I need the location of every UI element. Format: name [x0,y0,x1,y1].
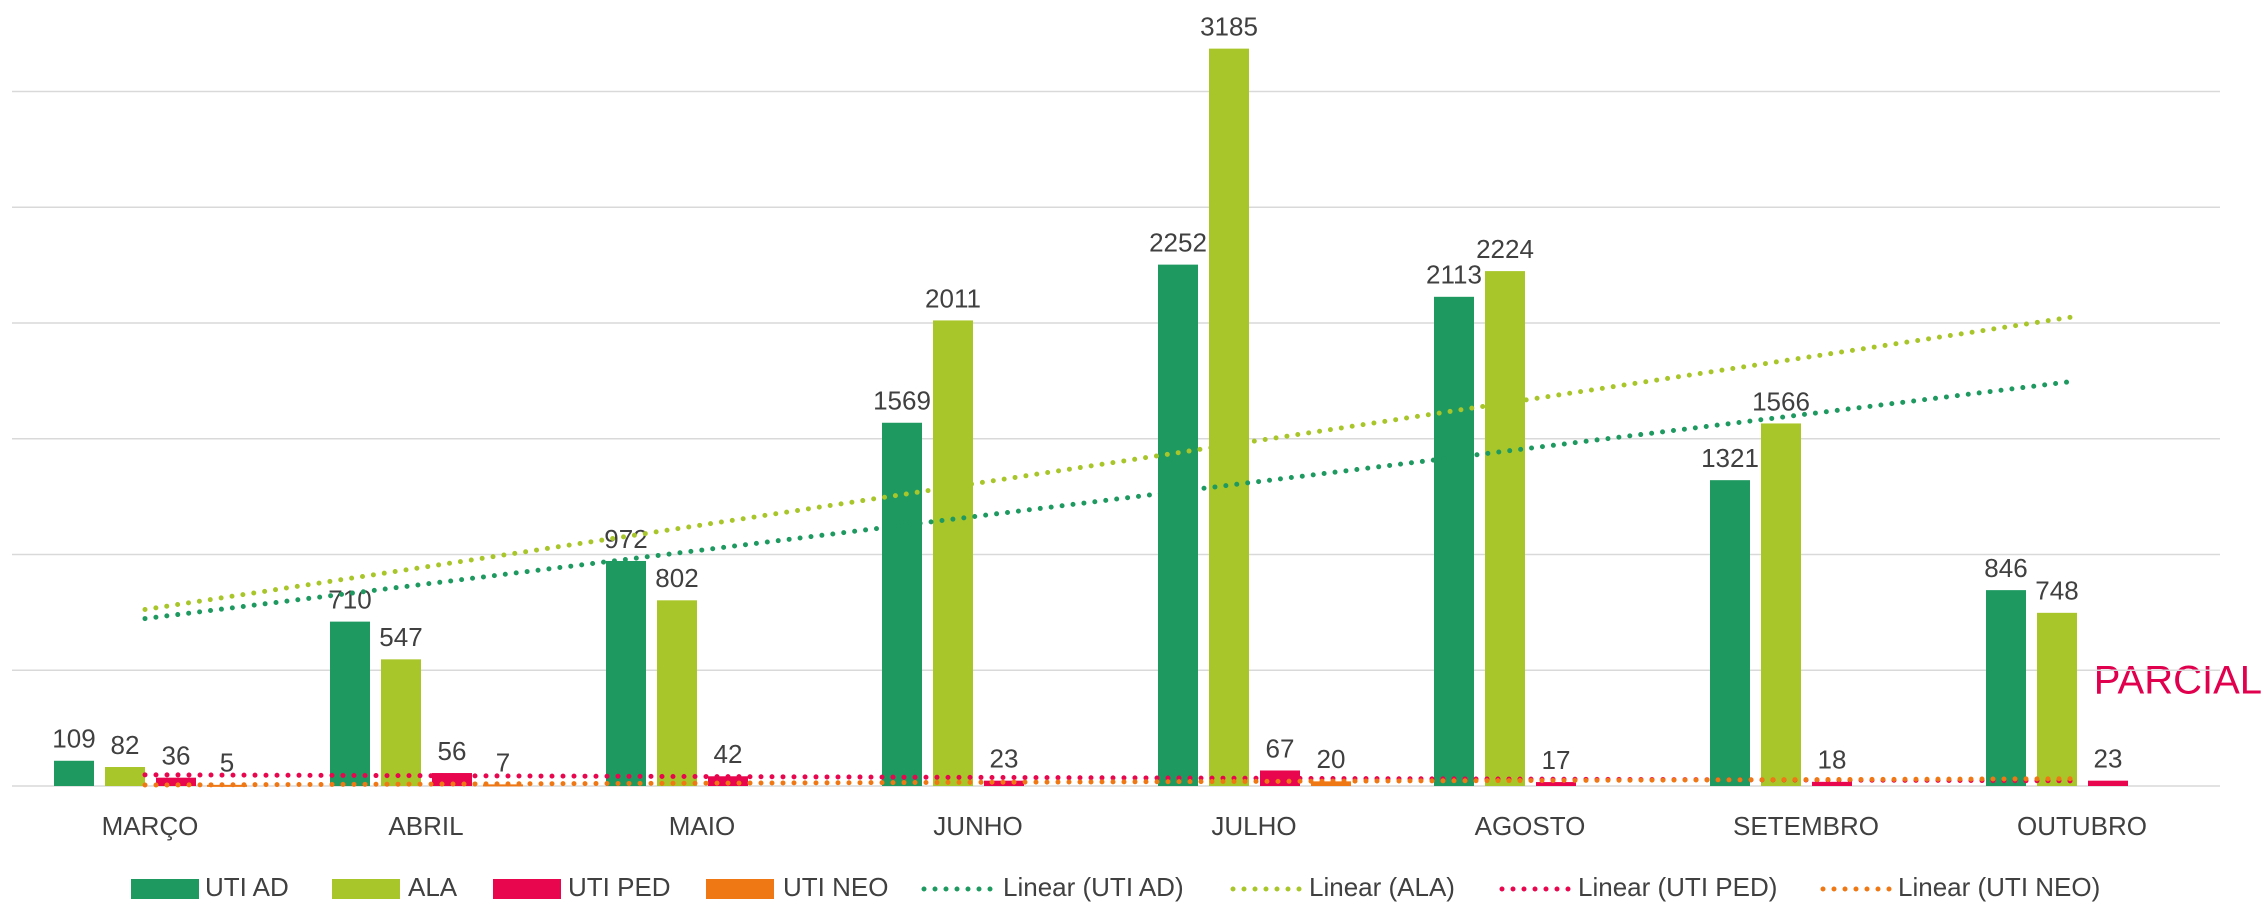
data-label: 7 [496,747,510,777]
bar [2088,780,2128,786]
x-tick-label: ABRIL [388,811,463,841]
data-label: 2113 [1426,260,1482,290]
legend-label: Linear (UTI PED) [1578,872,1777,902]
x-tick-label: JUNHO [933,811,1023,841]
x-tick-label: SETEMBRO [1733,811,1879,841]
bar [882,422,922,786]
data-label: 1569 [873,386,931,416]
data-label: 802 [655,563,698,593]
data-label: 42 [714,739,743,769]
bar [1311,781,1351,786]
data-label: 20 [1317,744,1346,774]
data-label: 748 [2035,576,2078,606]
bar [1485,271,1525,786]
bar [1812,781,1852,786]
bar [606,560,646,786]
legend-label: Linear (UTI NEO) [1898,872,2100,902]
data-label: 547 [379,622,422,652]
bar [1434,296,1474,786]
bar [483,784,523,787]
bar [2037,612,2077,786]
data-label: 710 [328,584,371,614]
bar [105,767,145,786]
data-label: 109 [52,724,95,754]
data-label: 2224 [1476,234,1534,264]
legend-swatch [706,879,774,899]
bar [657,600,697,786]
data-label: 36 [162,741,191,771]
legend-swatch [332,879,400,899]
data-label: 2252 [1149,228,1207,258]
trendline [142,313,2080,612]
bar [1536,782,1576,786]
bar [207,784,247,787]
bar [1761,423,1801,786]
trendline [142,772,2080,784]
data-label: 846 [1984,553,2027,583]
bar [156,777,196,786]
legend-label: Linear (UTI AD) [1003,872,1184,902]
bar [933,320,973,786]
data-label: 1321 [1701,443,1759,473]
bar [1986,590,2026,786]
bar [330,621,370,786]
legend-swatch [131,879,199,899]
bar [1710,480,1750,786]
legend-label: UTI NEO [783,872,888,902]
bar [381,659,421,786]
data-label: 3185 [1200,11,1258,41]
x-tick-label: JULHO [1211,811,1296,841]
data-label: 2011 [925,283,981,313]
legend-swatch [493,879,561,899]
bar [1209,48,1249,786]
bar [54,760,94,786]
data-label: 1566 [1752,386,1810,416]
trendline [142,776,2080,788]
bar [1158,264,1198,786]
x-tick-label: MAIO [669,811,735,841]
legend-label: UTI AD [205,872,289,902]
data-label: 18 [1818,745,1847,775]
x-tick-label: MARÇO [102,811,199,841]
data-label: 23 [990,744,1019,774]
data-label: 5 [220,748,234,778]
data-label: 67 [1266,733,1295,763]
annotation: PARCIAL [2094,659,2262,703]
legend-label: UTI PED [568,872,671,902]
data-label: 82 [111,730,140,760]
legend-label: Linear (ALA) [1309,872,1455,902]
x-tick-label: AGOSTO [1475,811,1586,841]
data-label: 17 [1542,745,1571,775]
legend-label: ALA [408,872,458,902]
x-tick-label: OUTUBRO [2017,811,2147,841]
data-label: 56 [438,736,467,766]
data-label: 23 [2094,744,2123,774]
